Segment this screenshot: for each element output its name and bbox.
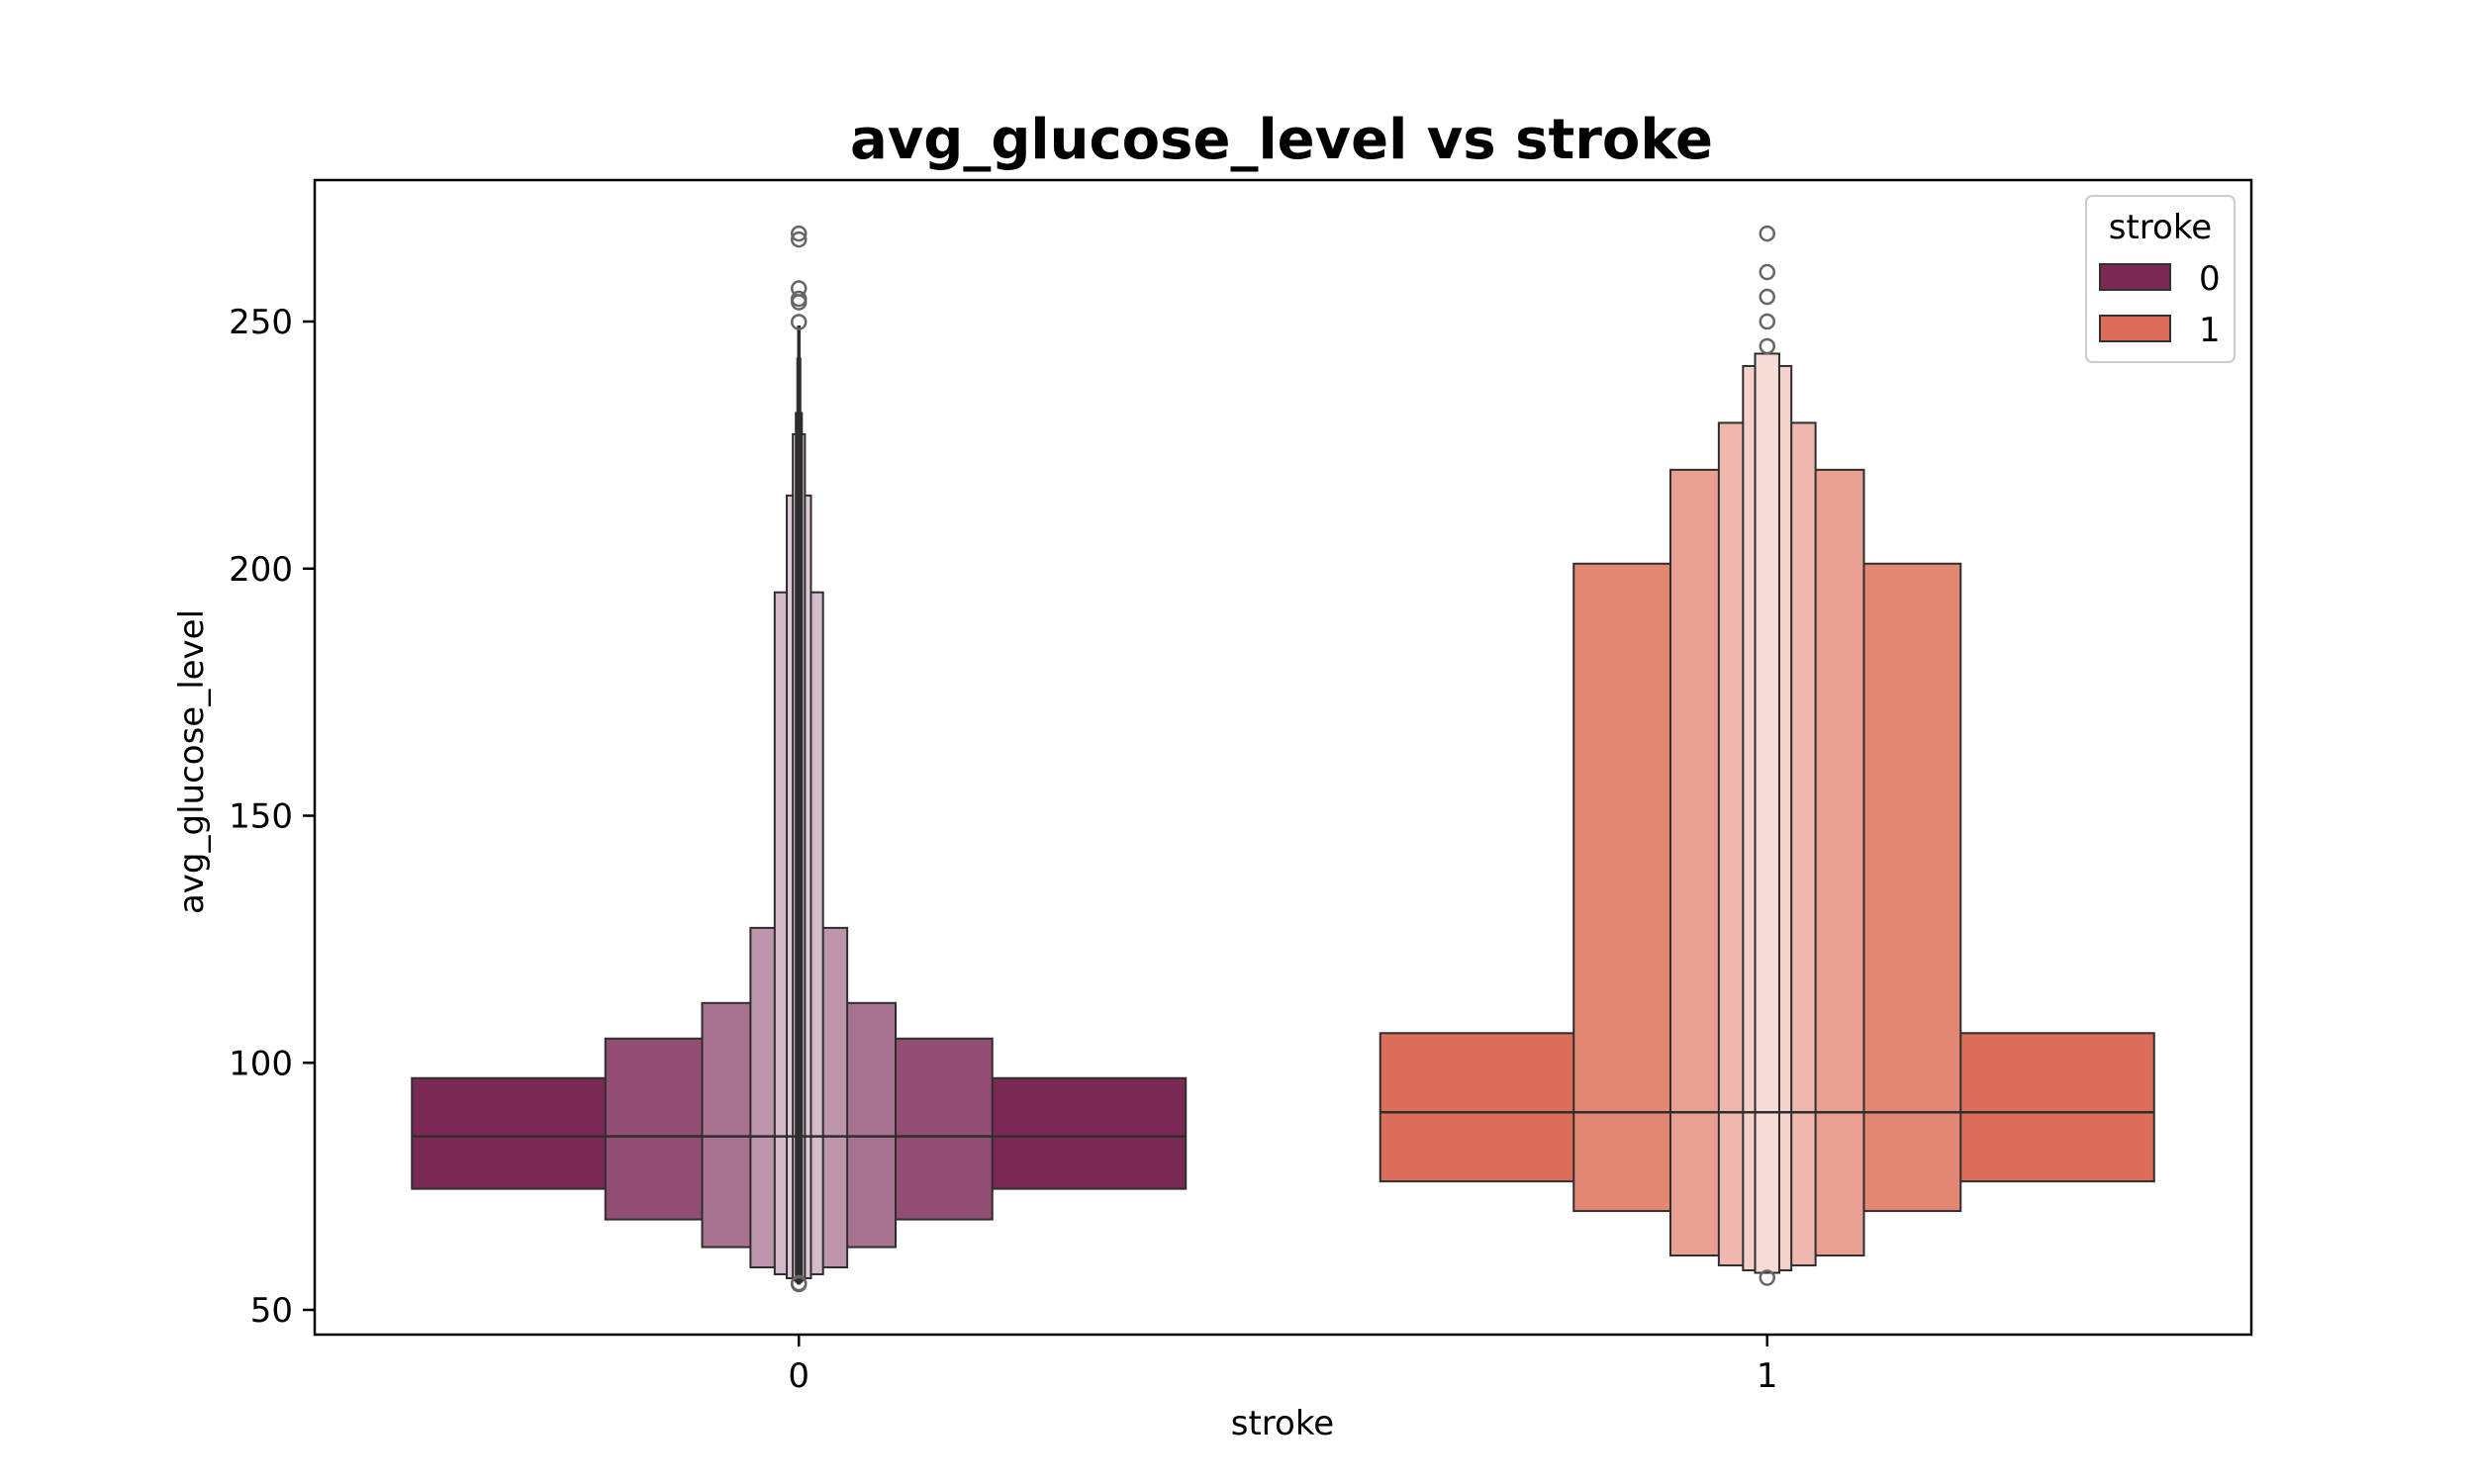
y-tick-label-150: 150 [229, 797, 293, 837]
outlier-1-0 [1759, 225, 1775, 242]
y-axis: 50 100 150 200 250 [229, 303, 315, 1331]
outlier-0-7 [791, 1274, 808, 1292]
legend-swatch-1 [2099, 315, 2171, 342]
legend-swatch-0 [2099, 263, 2171, 291]
outlier-0-4 [791, 294, 808, 311]
outlier-1-4 [1759, 337, 1775, 355]
box-0-level-9 [797, 325, 802, 1285]
legend-label-0: 0 [2199, 259, 2221, 299]
chart-title: avg_glucose_level vs stroke [850, 108, 1713, 172]
y-tick-label-100: 100 [229, 1044, 293, 1083]
outlier-0-0 [791, 225, 808, 242]
y-tick-label-200: 200 [229, 550, 293, 590]
x-tick-label-1: 1 [1757, 1356, 1778, 1396]
legend-label-1: 1 [2199, 311, 2221, 350]
legend: stroke 0 1 [2085, 195, 2236, 363]
plot-frame [313, 178, 2253, 1337]
outlier-1-1 [1759, 263, 1775, 281]
x-axis-label: stroke [1231, 1404, 1334, 1443]
y-axis-label: avg_glucose_level [172, 609, 212, 914]
legend-title: stroke [2109, 208, 2212, 247]
y-tick-label-50: 50 [250, 1291, 293, 1331]
plot-marks [411, 225, 2155, 1293]
y-tick-label-250: 250 [229, 303, 293, 342]
outlier-1-3 [1759, 313, 1775, 330]
outlier-0-1 [791, 231, 808, 248]
x-tick-label-0: 0 [788, 1356, 809, 1396]
outlier-0-5 [791, 314, 808, 330]
outlier-1-2 [1759, 288, 1775, 306]
box-1-level-5 [1754, 352, 1780, 1274]
outlier-1-5 [1759, 1269, 1775, 1286]
